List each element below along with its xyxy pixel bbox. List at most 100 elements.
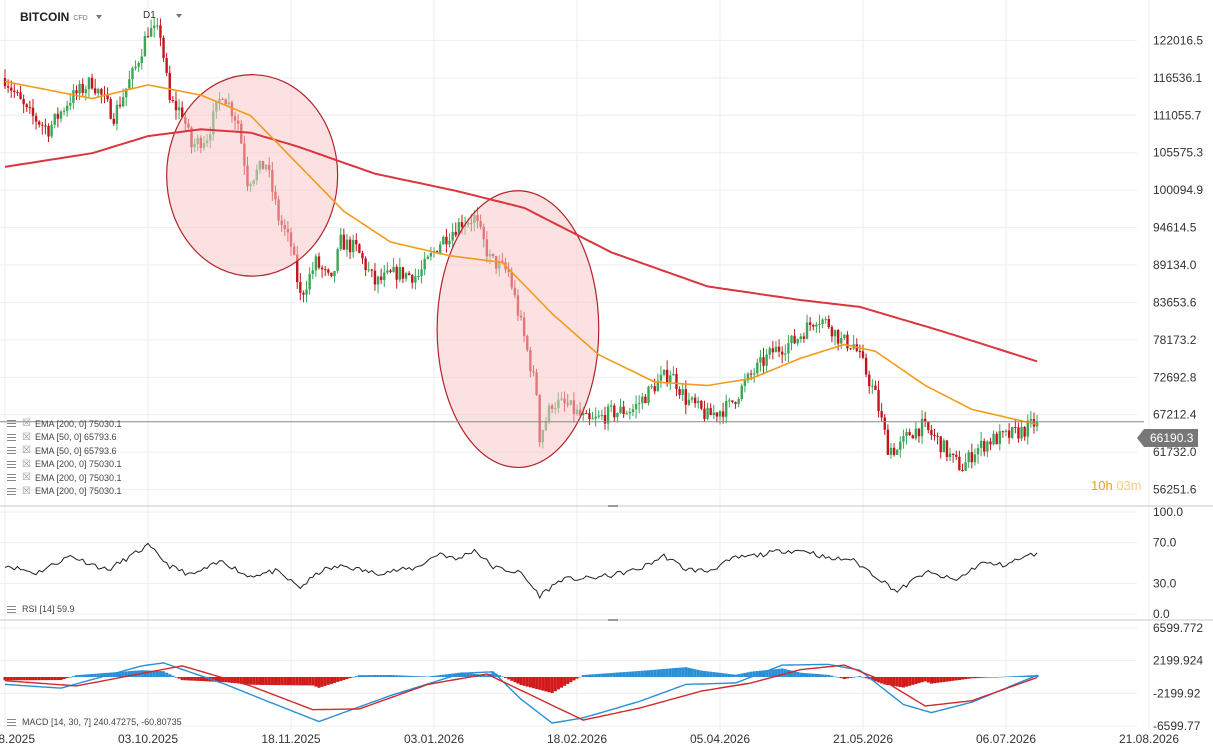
y-tick-label: 105575.3 [1153,146,1203,160]
macd-histogram-bar [559,677,564,688]
indicator-label-row[interactable]: ☒ EMA [200, 0] 75030.1 [7,418,122,429]
candle-body [177,107,181,111]
candle-body [812,324,815,327]
candle-body [100,89,103,95]
candle-body [156,25,159,27]
macd-histogram-bar [743,672,747,677]
hide-indicator-icon[interactable]: ☒ [22,431,31,443]
macd-histogram-bar [373,675,377,677]
candle-body [323,269,327,271]
candle-body [146,36,150,38]
macd-tick-label: -6599.77 [1153,719,1201,733]
indicator-label-row[interactable]: ☒ EMA [200, 0] 75030.1 [7,486,122,497]
indicator-label-row[interactable]: ☒ EMA [50, 0] 65793.6 [7,432,117,443]
candle-body [958,456,961,470]
macd-line [4,662,1038,724]
macd-histogram-bar [115,672,119,677]
macd-histogram-bar [314,677,318,687]
candle-body [588,413,591,420]
macd-histogram-bar [970,677,974,679]
macd-histogram-bar [22,677,26,681]
macd-histogram-bar [525,677,529,687]
timeframe-selector[interactable]: D1 [143,10,182,21]
candle-body [983,440,986,452]
macd-histogram-bar [936,677,940,683]
macd-histogram-bar [845,677,850,679]
candle-body [709,408,712,416]
macd-histogram-bar [59,677,63,681]
rsi-tick-label: 0.0 [1153,607,1170,621]
candle-body [995,433,998,445]
candle-body [162,37,165,59]
candle-body [942,440,946,453]
macd-histogram-bar [233,677,237,684]
candle-body [777,346,781,352]
macd-histogram-bar [849,677,853,678]
hide-indicator-icon[interactable]: ☒ [22,418,31,429]
macd-histogram-bar [47,677,51,681]
candle-body [1032,419,1036,427]
candle-body [414,276,417,283]
macd-histogram-bar [544,677,548,692]
hide-indicator-icon[interactable]: ☒ [22,485,31,497]
macd-histogram-bar [283,677,287,686]
candle-body [56,113,60,119]
candle-body [19,92,22,100]
candle-body [939,436,942,453]
macd-histogram-bar [584,674,588,677]
symbol-selector[interactable]: BITCOIN CFD [20,10,102,24]
macd-histogram-bar [668,668,672,677]
candle-body [706,408,709,419]
indicator-label-row[interactable]: ☒ EMA [200, 0] 75030.1 [7,459,122,470]
macd-histogram-bar [71,676,75,677]
candle-body [973,454,977,463]
macd-histogram-bar [908,677,912,686]
macd-histogram-bar [301,677,306,686]
macd-indicator-label[interactable]: MACD [14, 30, 7] 240.47275, -60.80735 [7,717,182,727]
hide-indicator-icon[interactable]: ☒ [22,458,31,470]
indicator-label-row[interactable]: ☒ EMA [200, 0] 75030.1 [7,472,122,483]
candle-body [740,385,743,400]
candle-body [700,400,703,409]
candle-body [780,351,784,355]
macd-tick-label: 2199.924 [1153,654,1203,668]
macd-histogram-bar [472,673,477,677]
macd-histogram-bar [413,676,417,677]
candle-body [128,79,131,89]
candle-body [373,270,377,285]
candle-body [72,90,75,103]
candle-body [401,267,405,279]
macd-histogram-bar [979,677,983,678]
macd-histogram-bar [901,677,906,688]
macd-histogram-bar [824,674,828,677]
macd-histogram-bar [258,677,262,685]
candle-body [790,335,793,344]
macd-histogram-bar [43,677,48,681]
candle-body [756,362,759,374]
countdown-hours: 10h [1091,478,1113,493]
macd-histogram-bar [361,675,365,677]
rsi-indicator-label[interactable]: RSI [14] 59.9 [7,604,75,614]
rsi-label-text: RSI [14] 59.9 [22,604,75,614]
candle-body [78,84,81,94]
macd-histogram-bar [174,677,178,678]
macd-histogram-bar [444,674,449,677]
macd-histogram-bar [709,671,713,677]
macd-histogram-bar [420,676,424,677]
y-tick-label: 100094.9 [1153,183,1203,197]
candle-body [725,401,728,417]
indicator-label-row[interactable]: ☒ EMA [50, 0] 65793.6 [7,445,117,456]
candle-body [165,58,168,73]
macd-histogram-bar [827,674,831,677]
candle-body [616,412,619,418]
macd-histogram-bar [594,674,598,677]
macd-histogram-bar [12,677,16,681]
hide-indicator-icon[interactable]: ☒ [22,472,31,483]
candle-body [1004,430,1008,432]
macd-histogram-bar [625,671,629,677]
macd-histogram-bar [510,677,514,681]
hide-indicator-icon[interactable]: ☒ [22,445,31,456]
candle-body [628,411,632,414]
